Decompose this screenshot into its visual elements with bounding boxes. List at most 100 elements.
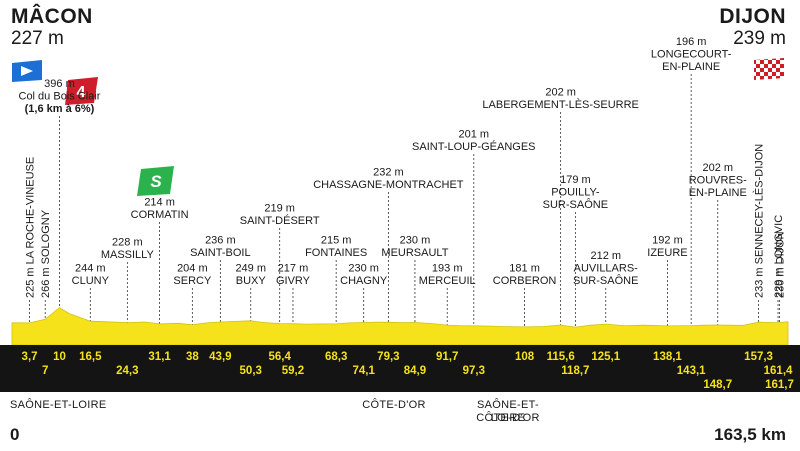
distance-start: 0 — [10, 425, 20, 444]
point-altitude: 236 m — [205, 235, 236, 247]
point-name: SUR-SAÔNE — [543, 198, 608, 211]
start-city: MÂCON — [11, 5, 93, 28]
point-name: (1,6 km à 6%) — [25, 103, 95, 115]
km-label: 118,7 — [561, 365, 589, 377]
km-label: 59,2 — [282, 365, 304, 377]
vertical-point-label: 266 m SOLOGNY — [40, 209, 52, 298]
km-label: 31,1 — [148, 351, 171, 363]
km-label: 125,1 — [591, 351, 620, 363]
point-name: FONTAINES — [305, 247, 367, 259]
km-label: 97,3 — [463, 365, 485, 377]
point-name: AUVILLARS- — [574, 263, 639, 275]
km-label: 115,6 — [547, 351, 575, 363]
region-left: SAÔNE-ET-LOIRE — [10, 399, 107, 411]
point-name: Col du Bois Clair — [19, 91, 101, 103]
km-band-bg — [0, 345, 800, 392]
point-altitude: 396 m — [44, 78, 75, 90]
climb-category-label: 4 — [77, 84, 86, 101]
vertical-point-label: 229 m LONGVIC — [773, 215, 785, 298]
km-label: 56,4 — [268, 351, 291, 363]
km-label: 108 — [515, 351, 535, 363]
point-name: SAINT-BOIL — [190, 247, 251, 259]
point-altitude: 202 m — [702, 162, 733, 174]
km-label: 24,3 — [116, 365, 138, 377]
vertical-point-label: 230 m DIJON — [774, 231, 786, 298]
point-altitude: 214 m — [144, 197, 175, 209]
km-label: 7 — [42, 365, 48, 377]
point-name: BUXY — [236, 275, 267, 287]
km-label: 91,7 — [436, 351, 458, 363]
region-right-line1: SAÔNE-ET-LOIRE — [477, 399, 539, 424]
labels-layer: 225 m LA ROCHE-VINEUSE 266 m SOLOGNY 396 m… — [19, 36, 786, 345]
km-band: 3,7 7 10 16,5 24,3 31,1 38 43,9 50,3 56,4 59,2 68,3… — [0, 345, 800, 392]
km-label: 148,7 — [703, 379, 732, 391]
km-label: 43,9 — [209, 351, 231, 363]
point-altitude: 193 m — [432, 263, 463, 275]
point-name: MASSILLY — [101, 249, 155, 261]
km-label: 38 — [186, 351, 199, 363]
point-name: GIVRY — [276, 275, 311, 287]
km-label: 84,9 — [404, 365, 426, 377]
point-name: POUILLY- — [551, 187, 600, 199]
region-middle: CÔTE-D'OR — [362, 399, 426, 411]
point-name: SERCY — [173, 275, 212, 287]
point-name: CORBERON — [493, 275, 557, 287]
vertical-point-label: 225 m LA ROCHE-VINEUSE — [25, 157, 37, 298]
km-label: 10 — [53, 351, 66, 363]
point-altitude: 196 m — [676, 36, 707, 48]
point-altitude: 244 m — [75, 263, 106, 275]
km-label: 3,7 — [22, 351, 38, 363]
point-name: LABERGEMENT-LÈS-SEURRE — [482, 98, 638, 111]
point-name: 225 m LA ROCHE-VINEUSE — [25, 157, 37, 298]
km-label: 138,1 — [653, 351, 682, 363]
point-name: 233 m SENNECEY-LÈS-DIJON — [753, 144, 766, 298]
finish-altitude: 239 m — [733, 28, 786, 49]
point-altitude: 230 m — [348, 263, 379, 275]
km-label: 161,7 — [765, 379, 794, 391]
point-altitude: 179 m — [560, 174, 591, 186]
point-name: CLUNY — [72, 275, 110, 287]
point-name: CORMATIN — [131, 209, 189, 221]
km-label: 50,3 — [240, 365, 262, 377]
vertical-point-label: 233 m SENNECEY-LÈS-DIJON — [753, 144, 766, 298]
point-altitude: 232 m — [373, 167, 404, 179]
point-name: CHAGNY — [340, 275, 388, 287]
profile-layer — [11, 307, 789, 346]
point-altitude: 219 m — [264, 203, 295, 215]
point-name: EN-PLAINE — [689, 187, 747, 199]
point-name: LONGECOURT- — [651, 49, 732, 61]
point-name: CHASSAGNE-MONTRACHET — [313, 179, 464, 191]
point-altitude: 202 m — [545, 87, 576, 99]
km-label: 74,1 — [352, 365, 375, 377]
point-name: EN-PLAINE — [662, 61, 720, 73]
km-label: 16,5 — [79, 351, 102, 363]
point-altitude: 249 m — [235, 263, 266, 275]
point-altitude: 215 m — [321, 235, 352, 247]
km-label: 79,3 — [377, 351, 399, 363]
start-altitude: 227 m — [11, 28, 64, 49]
km-label: 161,4 — [764, 365, 793, 377]
point-altitude: 181 m — [509, 263, 540, 275]
point-name: MEURSAULT — [381, 247, 448, 259]
point-name: 266 m SOLOGNY — [40, 209, 52, 298]
point-altitude: 217 m — [278, 263, 309, 275]
point-altitude: 204 m — [177, 263, 208, 275]
km-label: 143,1 — [677, 365, 706, 377]
profile-area — [11, 307, 789, 346]
sprint-badge: S — [136, 165, 176, 202]
region-right-line2: CÔTE-D'OR — [476, 412, 540, 424]
point-name: SUR-SAÔNE — [573, 274, 638, 287]
point-name: MERCEUIL — [419, 275, 476, 287]
point-altitude: 212 m — [590, 250, 621, 262]
point-name: 229 m LONGVIC — [773, 215, 785, 298]
point-name: ROUVRES- — [689, 175, 747, 187]
km-label: 157,3 — [744, 351, 773, 363]
climb-category-badge: 4 — [64, 76, 100, 111]
start-flag-icon — [10, 58, 44, 89]
point-altitude: 201 m — [459, 129, 490, 141]
point-name: IZEURE — [647, 247, 687, 259]
finish-flag-icon — [752, 56, 786, 87]
point-name: SAINT-LOUP-GÉANGES — [412, 140, 535, 153]
